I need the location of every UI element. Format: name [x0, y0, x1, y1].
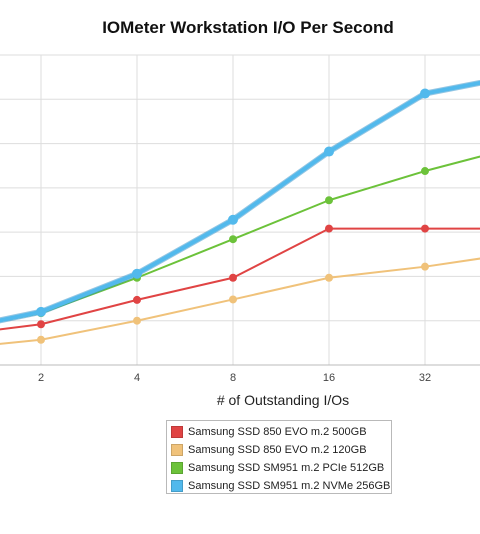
x-axis-title: # of Outstanding I/Os	[217, 392, 349, 408]
x-tick-label: 8	[230, 372, 236, 384]
series-layer	[0, 79, 480, 345]
data-point	[325, 196, 333, 205]
series-line	[0, 227, 480, 331]
data-point	[421, 262, 429, 271]
series-3	[0, 155, 480, 323]
legend-swatch	[171, 480, 183, 492]
x-tick-label: 16	[323, 372, 335, 384]
data-point	[325, 273, 333, 282]
data-point	[421, 224, 429, 233]
data-point	[229, 295, 237, 304]
series-4	[0, 79, 480, 324]
legend-item: Samsung SSD 850 EVO m.2 120GB	[171, 441, 391, 459]
series-2	[0, 257, 480, 345]
data-point	[133, 316, 141, 325]
series-line	[0, 80, 480, 323]
legend-swatch	[171, 444, 183, 456]
legend-item: Samsung SSD SM951 m.2 NVMe 256GB	[171, 477, 391, 495]
data-point	[420, 88, 430, 99]
data-point	[229, 235, 237, 244]
grid	[0, 54, 480, 366]
data-point	[37, 320, 45, 329]
legend-label: Samsung SSD SM951 m.2 NVMe 256GB	[188, 480, 391, 492]
series-line-outline	[0, 79, 480, 324]
data-point	[421, 167, 429, 176]
data-point	[229, 273, 237, 282]
plot-area: 2 4 8 16 32 # of Outstanding I/Os	[0, 54, 480, 408]
legend-item: Samsung SSD SM951 m.2 PCIe 512GB	[171, 459, 391, 477]
data-point	[324, 146, 334, 157]
data-point	[228, 214, 238, 225]
data-point	[36, 306, 46, 317]
x-tick-label: 2	[38, 372, 44, 384]
x-tick-labels: 2 4 8 16 32	[38, 372, 431, 384]
x-tick-label: 4	[134, 372, 140, 384]
series-1	[0, 224, 480, 331]
data-point	[133, 295, 141, 304]
legend-label: Samsung SSD SM951 m.2 PCIe 512GB	[188, 462, 385, 474]
data-point	[37, 335, 45, 344]
data-point	[132, 268, 142, 279]
legend-label: Samsung SSD 850 EVO m.2 500GB	[188, 426, 367, 438]
legend-swatch	[171, 426, 183, 438]
legend-label: Samsung SSD 850 EVO m.2 120GB	[188, 444, 367, 456]
legend-item: Samsung SSD 850 EVO m.2 500GB	[171, 423, 391, 441]
legend-swatch	[171, 462, 183, 474]
series-line	[0, 155, 480, 323]
legend: Samsung SSD 850 EVO m.2 500GB Samsung SSD…	[166, 420, 392, 494]
x-tick-label: 32	[419, 372, 431, 384]
chart-title: IOMeter Workstation I/O Per Second	[102, 18, 394, 37]
data-point	[325, 224, 333, 233]
